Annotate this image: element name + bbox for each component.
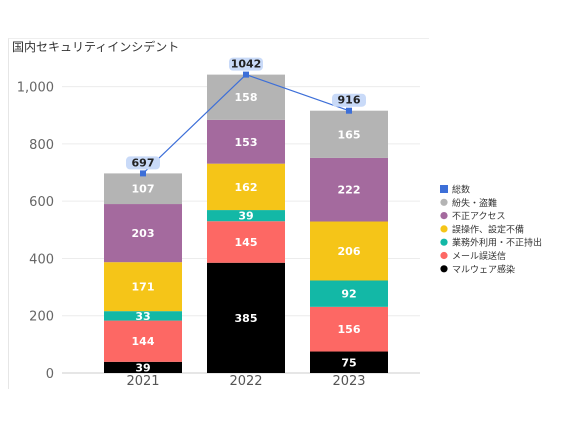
legend-swatch-5 xyxy=(440,251,448,260)
legend-label-1: 紛失・盗難 xyxy=(452,197,497,209)
legend-label-2: 不正アクセス xyxy=(452,211,506,222)
data-label-2023-1: 156 xyxy=(338,323,361,336)
bar-segment-2021-2 xyxy=(104,311,182,321)
data-label-2023-2: 92 xyxy=(341,288,356,301)
bar-segment-2022-5 xyxy=(207,74,285,120)
y-tick-label-600: 600 xyxy=(29,195,54,210)
total-marker-2022 xyxy=(243,71,249,78)
y-tick-label-400: 400 xyxy=(29,252,54,267)
bar-segment-2021-3 xyxy=(104,262,182,312)
x-tick-label-2023: 2023 xyxy=(332,374,365,389)
x-tick-label-2021: 2021 xyxy=(126,374,159,389)
data-label-2023-4: 222 xyxy=(338,184,361,197)
data-label-2022-2: 39 xyxy=(238,210,253,223)
total-marker-2023 xyxy=(346,107,352,114)
data-label-2022-4: 153 xyxy=(235,136,258,149)
chart-frame xyxy=(8,38,429,389)
data-label-2021-3: 171 xyxy=(132,281,155,294)
bar-segment-2023-5 xyxy=(310,110,388,158)
bar-segment-2023-1 xyxy=(310,306,388,352)
bar-segment-2023-2 xyxy=(310,280,388,307)
bar-segment-2022-0 xyxy=(207,262,285,373)
bar-segment-2023-0 xyxy=(310,351,388,373)
legend-swatch-6 xyxy=(440,265,448,273)
data-label-2021-5: 107 xyxy=(132,183,155,196)
bar-segment-2021-1 xyxy=(104,320,182,362)
data-label-2021-4: 203 xyxy=(132,227,155,240)
legend-swatch-2 xyxy=(440,212,448,220)
bar-segment-2022-2 xyxy=(207,210,285,222)
data-label-2021-1: 144 xyxy=(132,335,155,348)
y-tick-label-0: 0 xyxy=(46,367,54,382)
data-label-2022-3: 162 xyxy=(235,181,258,194)
bar-segment-2022-1 xyxy=(207,221,285,263)
data-label-2021-0: 39 xyxy=(135,361,150,374)
data-label-2023-0: 75 xyxy=(341,356,356,369)
bar-segment-2023-3 xyxy=(310,221,388,281)
legend-label-4: 業務外利用・不正持出 xyxy=(452,237,542,249)
legend-label-5: メール誤送信 xyxy=(452,250,506,262)
bar-segment-2023-4 xyxy=(310,157,388,222)
legend-swatch-4 xyxy=(440,238,448,246)
total-label-2021: 697 xyxy=(132,156,155,169)
data-label-2022-0: 385 xyxy=(235,312,258,325)
total-label-2022: 1042 xyxy=(231,58,262,71)
total-label-bg-2022 xyxy=(229,57,263,71)
data-label-2022-5: 158 xyxy=(235,91,258,104)
y-tick-label-200: 200 xyxy=(29,310,54,325)
total-label-bg-2021 xyxy=(126,156,160,170)
legend-swatch-0 xyxy=(440,185,448,193)
bar-segment-2021-0 xyxy=(104,361,182,373)
bar-segment-2022-4 xyxy=(207,119,285,164)
data-label-2021-2: 33 xyxy=(135,310,150,323)
data-label-2022-1: 145 xyxy=(235,236,258,249)
legend-swatch-1 xyxy=(440,198,448,206)
total-marker-2021 xyxy=(140,170,146,177)
bar-segment-2022-3 xyxy=(207,163,285,211)
chart-title: 国内セキュリティインシデント xyxy=(12,40,180,54)
x-tick-label-2022: 2022 xyxy=(229,374,262,389)
legend-label-0: 総数 xyxy=(452,184,470,196)
total-label-2023: 916 xyxy=(338,94,361,107)
bar-segment-2021-4 xyxy=(104,204,182,263)
y-tick-label-1000: 1,000 xyxy=(17,81,54,96)
legend-swatch-3 xyxy=(440,225,448,233)
data-label-2023-3: 206 xyxy=(338,245,361,258)
total-label-bg-2023 xyxy=(332,93,366,107)
legend-label-6: マルウェア感染 xyxy=(452,263,515,275)
data-label-2023-5: 165 xyxy=(338,128,361,141)
legend-label-3: 誤操作、設定不備 xyxy=(452,223,524,235)
y-tick-label-800: 800 xyxy=(29,138,54,153)
bar-segment-2021-5 xyxy=(104,173,182,205)
